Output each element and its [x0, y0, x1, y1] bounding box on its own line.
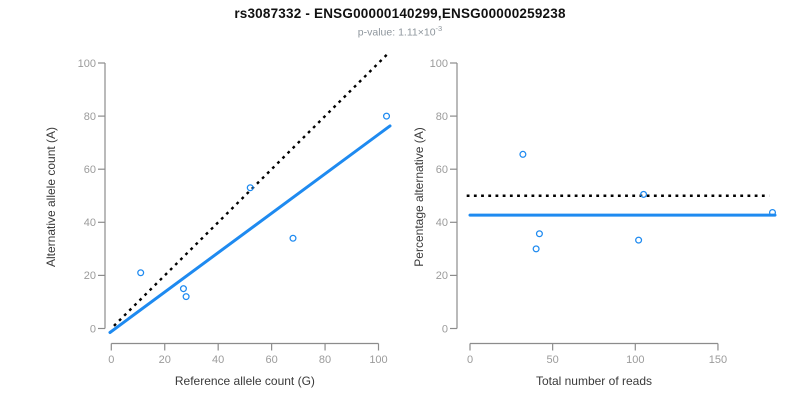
data-point: [137, 269, 145, 277]
x-tick-label: 100: [626, 354, 644, 366]
fitted-ratio-line: [108, 124, 392, 334]
data-point: [382, 112, 391, 120]
y-axis-title: Percentage alternative (A): [412, 127, 426, 266]
x-tick-label: 100: [369, 354, 387, 366]
data-point: [532, 245, 540, 253]
expected-identity-line: [113, 50, 391, 327]
y-tick-label: 100: [430, 58, 448, 70]
x-tick-label: 0: [467, 354, 473, 366]
y-tick-label: 60: [436, 164, 448, 176]
x-tick-label: 80: [319, 354, 331, 366]
y-tick-label: 80: [84, 111, 96, 123]
x-tick-label: 0: [108, 354, 114, 366]
x-axis-title: Reference allele count (G): [175, 374, 315, 388]
y-axis-title: Alternative allele count (A): [44, 127, 58, 267]
x-axis-title: Total number of reads: [536, 374, 652, 388]
data-point: [768, 208, 777, 217]
data-point: [246, 184, 254, 192]
data-point: [179, 285, 187, 293]
data-point: [640, 190, 648, 198]
y-tick-label: 40: [436, 217, 448, 229]
data-point: [182, 293, 190, 301]
y-tick-label: 0: [442, 323, 448, 335]
y-tick-label: 20: [84, 270, 96, 282]
y-tick-label: 0: [90, 323, 96, 335]
x-tick-label: 150: [709, 354, 727, 366]
x-tick-label: 60: [265, 354, 277, 366]
x-tick-label: 50: [547, 354, 559, 366]
data-point: [635, 236, 643, 244]
data-point: [535, 230, 543, 238]
y-tick-label: 20: [436, 270, 448, 282]
y-tick-label: 100: [78, 58, 96, 70]
x-tick-label: 20: [159, 354, 171, 366]
y-tick-label: 40: [84, 217, 96, 229]
data-point: [519, 150, 527, 158]
data-point: [289, 234, 297, 242]
x-tick-label: 40: [212, 354, 224, 366]
y-tick-label: 60: [84, 164, 96, 176]
y-tick-label: 80: [436, 111, 448, 123]
